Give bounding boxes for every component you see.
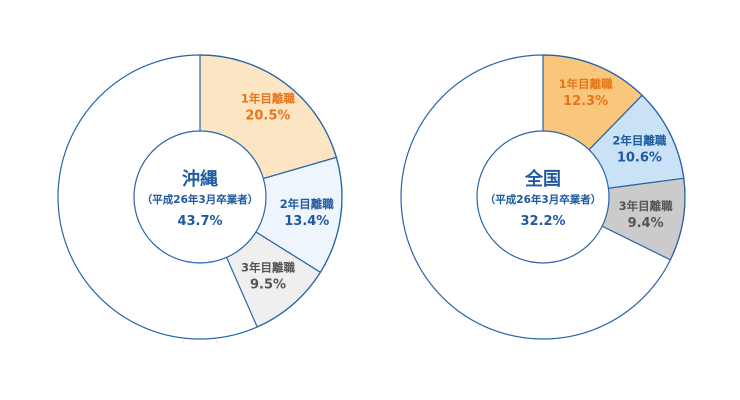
okinawa-total: 43.7% [177, 214, 222, 229]
national-slice-year1-value: 12.3% [563, 94, 608, 109]
national-slices [401, 54, 686, 339]
national-title: 全国 [524, 168, 561, 190]
national-slice-year1-label: 1年目離職 [559, 77, 614, 91]
national-total: 32.2% [520, 214, 565, 229]
okinawa-slice-year2-value: 13.4% [284, 214, 329, 229]
national-outer-ring [400, 54, 686, 340]
okinawa-title: 沖縄 [182, 168, 218, 190]
national-slice-year3-label: 3年目離職 [619, 199, 674, 213]
okinawa-slice-labels: 1年目離職 20.5% 2年目離職 13.4% 3年目離職 9.5% [241, 92, 334, 293]
okinawa-outer-ring [57, 54, 343, 340]
national-subtitle: （平成26年3月卒業者） [485, 193, 601, 206]
okinawa-center-circle [133, 130, 267, 264]
national-slice-year2-value: 10.6% [617, 151, 662, 166]
national-slice-labels: 1年目離職 12.3% 2年目離職 10.6% 3年目離職 9.4% [559, 77, 674, 231]
okinawa-slice-year3-value: 9.5% [250, 278, 286, 293]
national-center-circle [476, 130, 610, 264]
national-donut-chart: 全国 （平成26年3月卒業者） 32.2% 1年目離職 12.3% 2年目離職 10.… [400, 54, 686, 340]
okinawa-subtitle: （平成26年3月卒業者） [142, 193, 258, 206]
okinawa-donut-chart: 沖縄 （平成26年3月卒業者） 43.7% 1年目離職 20.5% 2年目離職 13.… [57, 54, 343, 340]
okinawa-slice-year1-value: 20.5% [245, 109, 290, 124]
national-slice-year3-value: 9.4% [628, 216, 664, 231]
okinawa-slice-year1-label: 1年目離職 [241, 92, 296, 106]
okinawa-slice-year3-label: 3年目離職 [241, 261, 296, 275]
okinawa-slice-year2-label: 2年目離職 [280, 197, 335, 211]
national-slice-year2-label: 2年目離職 [612, 134, 667, 148]
